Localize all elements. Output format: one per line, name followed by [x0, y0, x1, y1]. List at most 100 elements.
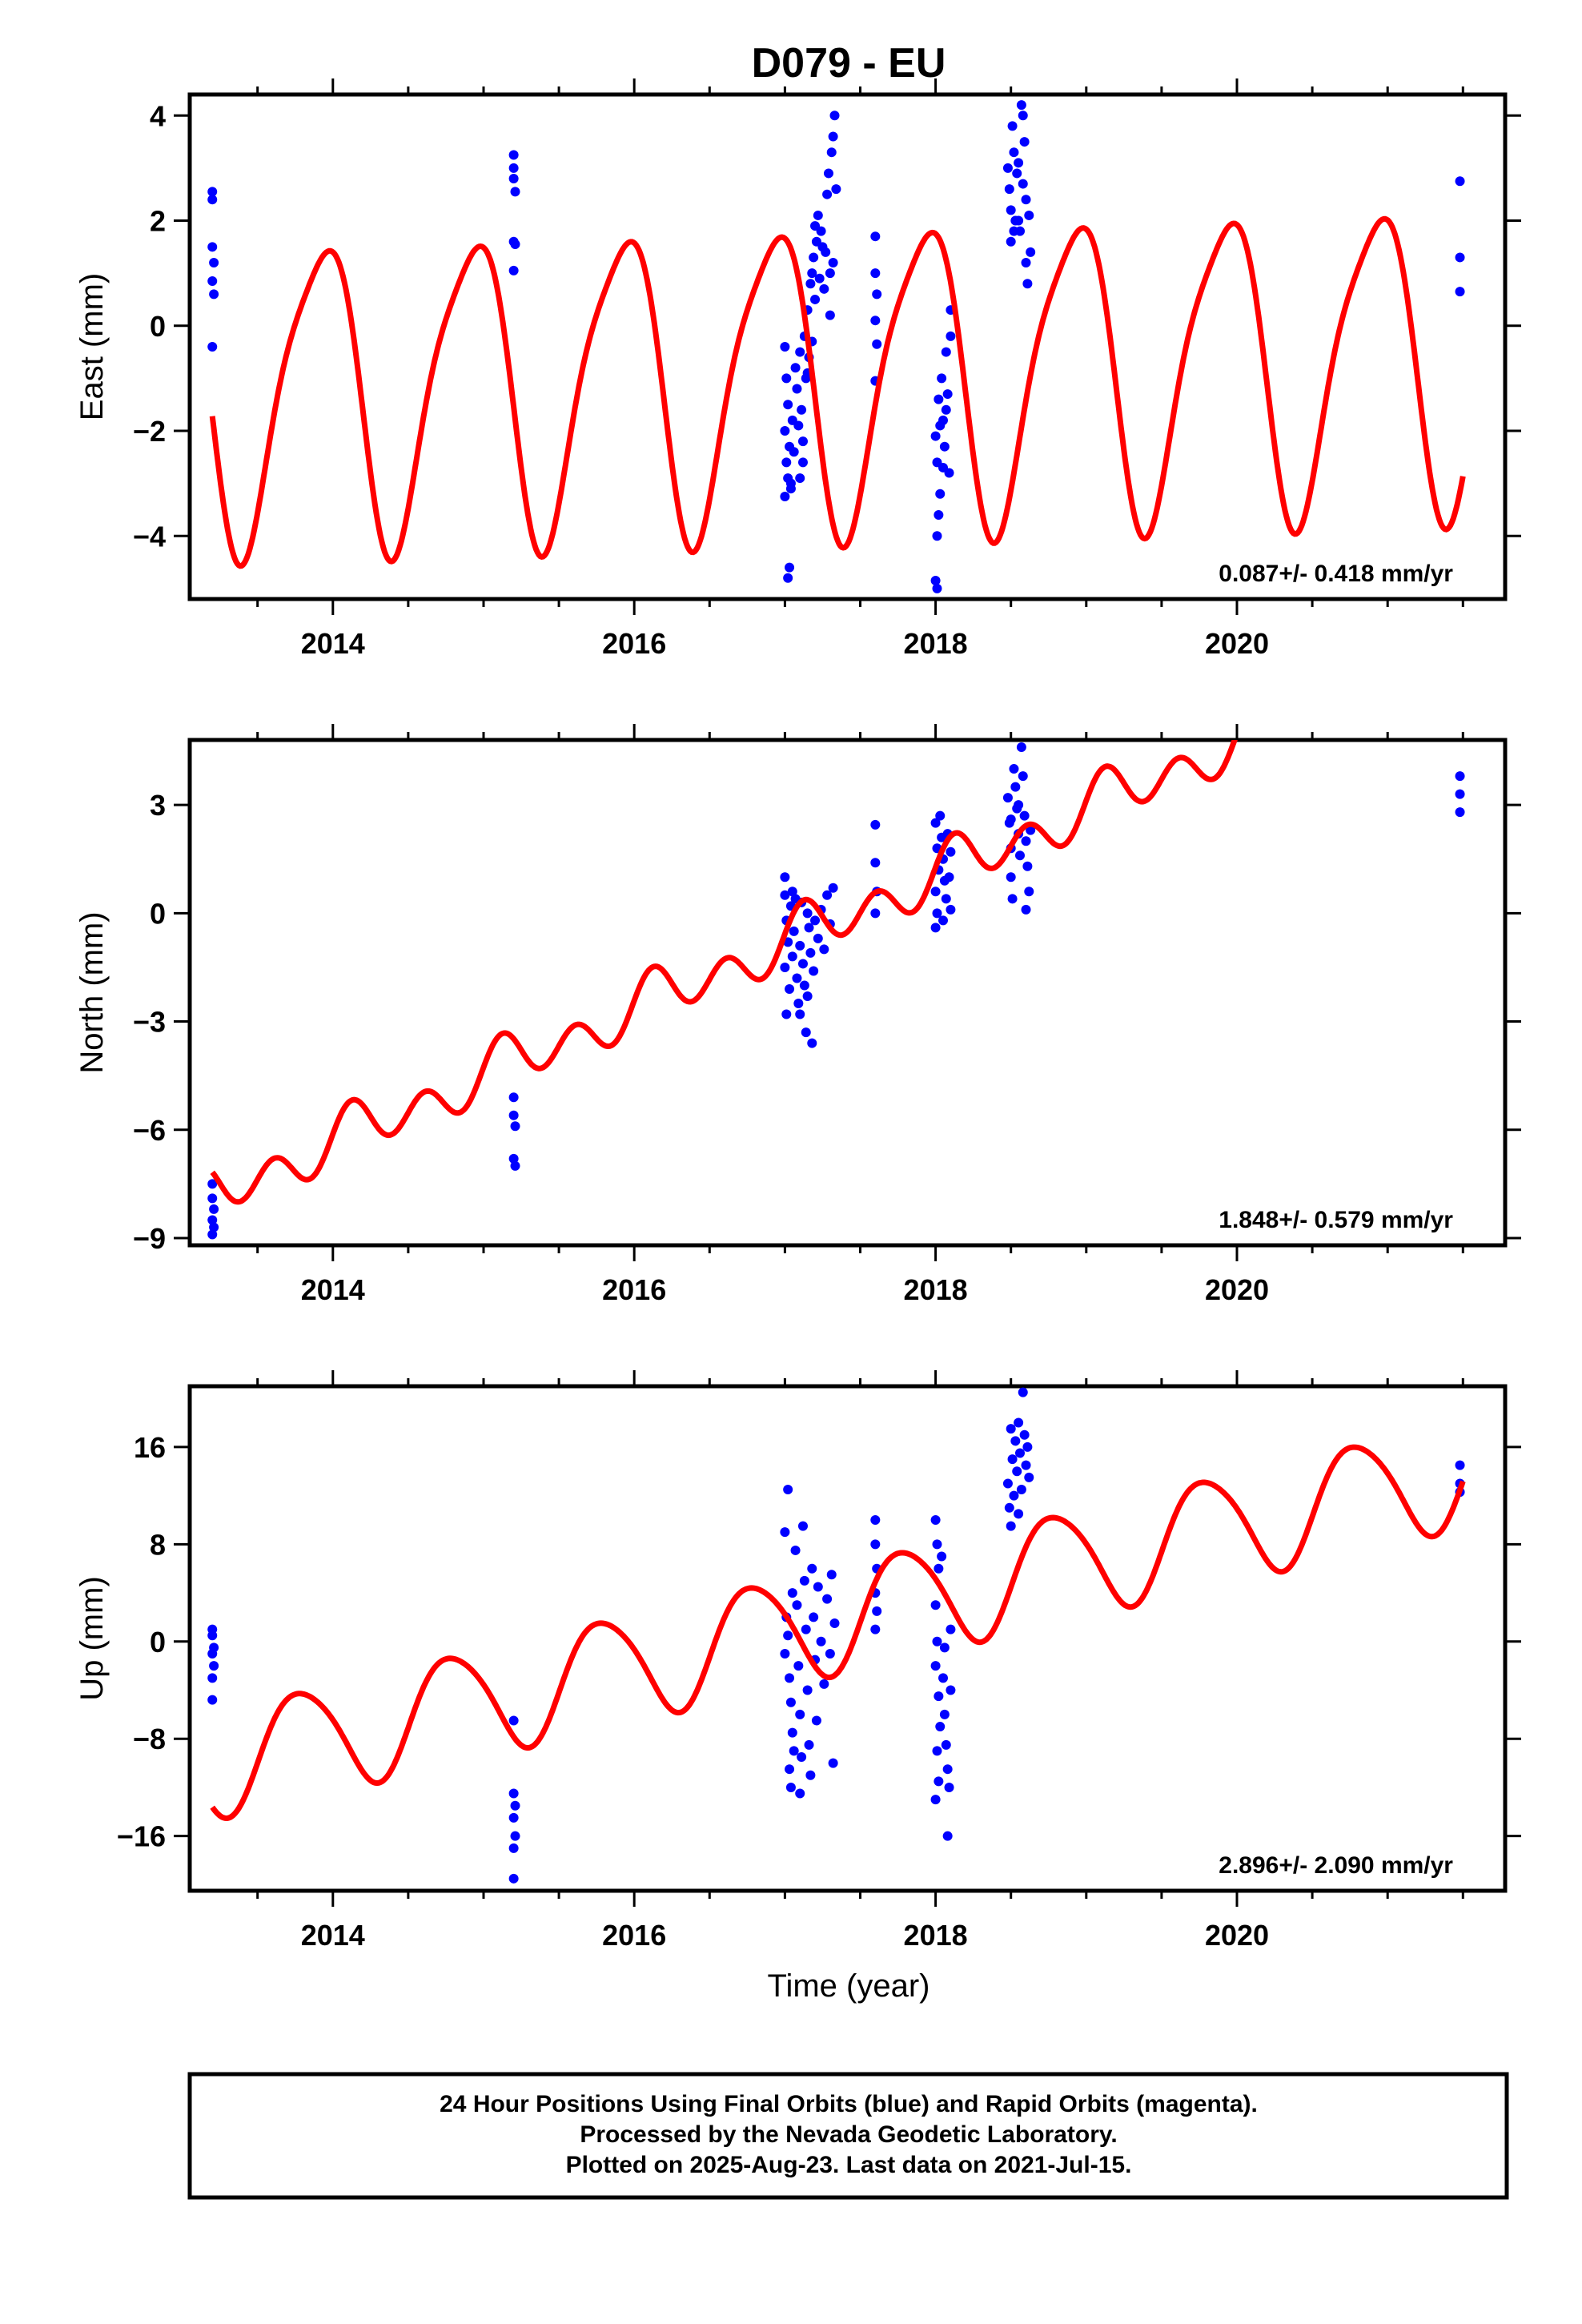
up-data-point — [801, 1624, 811, 1634]
north-data-point — [795, 1009, 805, 1019]
east-data-point — [831, 184, 841, 195]
east-y-tick-label: −4 — [133, 520, 166, 553]
up-data-point — [1009, 1490, 1019, 1501]
north-data-point — [810, 915, 821, 926]
north-y-tick-label: −3 — [133, 1006, 166, 1039]
north-data-point — [1002, 793, 1013, 803]
footer-line-2: Processed by the Nevada Geodetic Laborat… — [580, 2121, 1117, 2148]
north-data-point — [1009, 764, 1019, 774]
east-rate-annotation: 0.087+/- 0.418 mm/yr — [1219, 561, 1453, 587]
up-data-point — [508, 1788, 519, 1799]
east-data-point — [946, 331, 956, 341]
up-data-point — [1024, 1472, 1034, 1482]
east-data-point — [510, 239, 520, 250]
up-x-tick-label: 2014 — [301, 1919, 365, 1952]
north-data-point — [785, 983, 795, 994]
north-data-point — [822, 890, 833, 900]
up-data-point — [787, 1727, 797, 1738]
up-data-point — [932, 1539, 942, 1550]
footer-line-3: Plotted on 2025-Aug-23. Last data on 202… — [566, 2152, 1132, 2178]
up-data-point — [934, 1776, 944, 1787]
east-data-point — [207, 275, 218, 286]
north-y-tick-label: −9 — [133, 1222, 166, 1255]
east-data-point — [870, 316, 881, 326]
up-data-point — [942, 1831, 953, 1841]
up-data-point — [932, 1746, 942, 1756]
up-x-tick-label: 2018 — [904, 1919, 968, 1952]
up-data-point — [783, 1630, 793, 1641]
north-data-point — [941, 894, 951, 904]
up-data-point — [804, 1739, 814, 1750]
east-data-point — [935, 420, 946, 431]
east-data-point — [807, 268, 817, 279]
up-data-point — [1010, 1436, 1021, 1446]
up-rate-annotation: 2.896+/- 2.090 mm/yr — [1219, 1852, 1453, 1879]
up-data-point — [944, 1782, 954, 1792]
north-data-point — [870, 858, 881, 868]
up-data-point — [826, 1570, 837, 1580]
up-data-point — [1006, 1521, 1016, 1531]
north-data-point — [207, 1179, 218, 1189]
east-data-point — [828, 258, 838, 267]
north-data-point — [930, 818, 941, 828]
north-data-point — [1006, 814, 1016, 825]
east-data-point — [870, 268, 881, 279]
up-data-point — [930, 1600, 941, 1610]
up-data-point — [789, 1746, 799, 1756]
east-data-point — [822, 189, 833, 199]
north-panel: 2014 2016 2018 2020 3 0 −3 −6 −9 North (mm) 1.848+… — [74, 724, 1521, 1306]
north-data-point — [802, 908, 813, 919]
east-data-point — [810, 294, 821, 304]
east-data-point — [872, 339, 882, 349]
up-data-point — [828, 1758, 838, 1768]
north-data-point — [799, 980, 809, 991]
north-data-point — [819, 944, 829, 955]
east-data-point — [829, 111, 840, 121]
north-x-tick-label: 2016 — [602, 1273, 666, 1306]
east-data-point — [1016, 100, 1026, 111]
east-data-point — [941, 404, 951, 415]
up-data-point — [932, 1636, 942, 1647]
east-data-point — [1014, 215, 1024, 226]
east-data-point — [780, 342, 790, 352]
up-data-point — [937, 1551, 947, 1562]
up-data-point — [1455, 1460, 1465, 1470]
up-data-point — [813, 1582, 823, 1592]
north-data-point — [797, 959, 808, 969]
up-data-point — [1014, 1417, 1024, 1428]
east-data-point — [797, 436, 808, 447]
north-data-point — [938, 915, 949, 926]
north-data-point — [780, 890, 790, 900]
north-data-point — [510, 1160, 520, 1171]
north-data-point — [1016, 742, 1026, 753]
up-data-point — [510, 1831, 520, 1841]
up-data-point — [811, 1715, 821, 1726]
east-data-point — [780, 426, 790, 436]
north-data-point — [1021, 904, 1031, 915]
up-data-point — [207, 1648, 218, 1659]
east-data-point — [930, 431, 941, 441]
up-data-point — [508, 1715, 519, 1726]
east-data-point — [792, 384, 802, 394]
north-data-point — [802, 991, 813, 1002]
north-data-point — [1014, 850, 1025, 861]
north-data-point — [944, 872, 954, 883]
east-data-point — [1004, 184, 1014, 195]
north-data-point — [870, 908, 881, 919]
north-data-point — [508, 1092, 519, 1103]
up-data-point — [1002, 1478, 1013, 1489]
up-data-point — [790, 1545, 801, 1555]
east-data-point — [1014, 158, 1024, 168]
east-x-tick-label: 2016 — [602, 627, 666, 660]
north-data-point — [1010, 782, 1021, 792]
east-data-point — [1021, 195, 1031, 205]
up-data-point — [1016, 1485, 1026, 1495]
east-data-point — [826, 147, 837, 158]
east-data-point — [207, 195, 218, 205]
east-data-point — [207, 187, 218, 197]
east-data-point — [783, 573, 793, 583]
north-data-point — [781, 1009, 792, 1019]
north-y-axis-label: North (mm) — [74, 911, 110, 1073]
up-y-axis-label: Up (mm) — [74, 1576, 110, 1701]
east-data-point — [828, 131, 838, 142]
